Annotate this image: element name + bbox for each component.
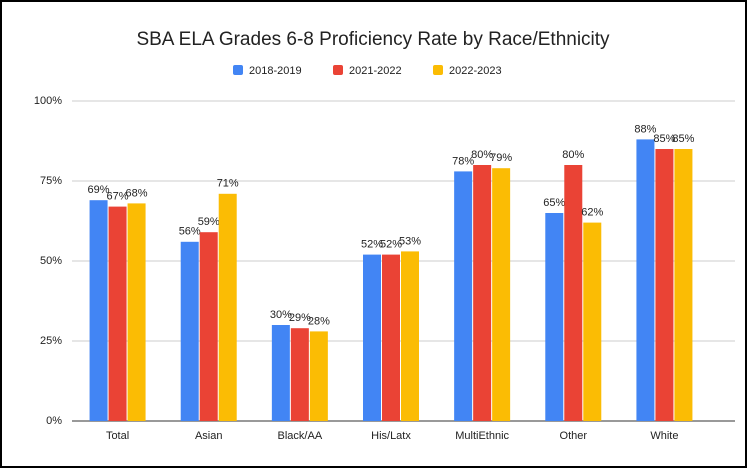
- y-tick-label: 0%: [46, 415, 62, 427]
- bar: [309, 331, 328, 421]
- y-tick-label: 50%: [40, 255, 62, 267]
- bar: [674, 149, 693, 421]
- value-label: 30%: [270, 309, 292, 321]
- bar: [401, 251, 419, 421]
- bar: [636, 139, 655, 421]
- bar: [127, 203, 146, 421]
- value-label: 62%: [581, 207, 603, 219]
- value-label: 79%: [490, 152, 512, 164]
- y-tick-label: 25%: [40, 335, 62, 347]
- legend-swatch: [333, 65, 343, 75]
- x-tick-label: Total: [106, 430, 129, 442]
- bar: [180, 241, 199, 421]
- value-label: 59%: [198, 216, 220, 228]
- value-label: 52%: [380, 239, 402, 251]
- value-label: 67%: [107, 191, 129, 203]
- legend-swatch: [233, 65, 243, 75]
- value-label: 80%: [471, 149, 493, 161]
- bar: [583, 222, 602, 421]
- value-label: 29%: [289, 312, 311, 324]
- chart-title: SBA ELA Grades 6-8 Proficiency Rate by R…: [136, 29, 610, 50]
- bar: [290, 328, 309, 421]
- value-label: 65%: [543, 197, 565, 209]
- value-label: 85%: [672, 133, 694, 145]
- bar: [199, 232, 218, 421]
- value-label: 68%: [126, 187, 148, 199]
- bar: [473, 165, 492, 421]
- value-label: 71%: [217, 178, 239, 190]
- legend-label: 2021-2022: [349, 65, 402, 77]
- y-tick-label: 75%: [40, 175, 62, 187]
- bar: [218, 193, 237, 421]
- x-tick-label: His/Latx: [371, 430, 411, 442]
- x-tick-label: Asian: [195, 430, 223, 442]
- value-label: 85%: [653, 133, 675, 145]
- legend-label: 2022-2023: [449, 65, 502, 77]
- bar: [564, 165, 583, 421]
- legend-swatch: [433, 65, 443, 75]
- legend-label: 2018-2019: [249, 65, 302, 77]
- bar: [492, 168, 511, 421]
- value-label: 78%: [452, 155, 474, 167]
- bar: [655, 149, 674, 421]
- bar: [271, 325, 290, 421]
- bar: [382, 254, 400, 421]
- y-tick-label: 100%: [34, 95, 62, 107]
- bar: [454, 171, 473, 421]
- value-label: 88%: [634, 123, 656, 135]
- bar: [89, 200, 108, 421]
- x-tick-label: Other: [560, 430, 588, 442]
- value-label: 53%: [399, 235, 421, 247]
- bar: [545, 213, 564, 421]
- value-label: 52%: [361, 239, 383, 251]
- value-label: 28%: [308, 315, 330, 327]
- value-label: 69%: [88, 184, 110, 196]
- bar: [363, 254, 381, 421]
- x-tick-label: MultiEthnic: [455, 430, 509, 442]
- value-label: 80%: [562, 149, 584, 161]
- x-tick-label: White: [650, 430, 678, 442]
- x-tick-label: Black/AA: [278, 430, 323, 442]
- value-label: 56%: [179, 226, 201, 238]
- bar: [108, 206, 127, 421]
